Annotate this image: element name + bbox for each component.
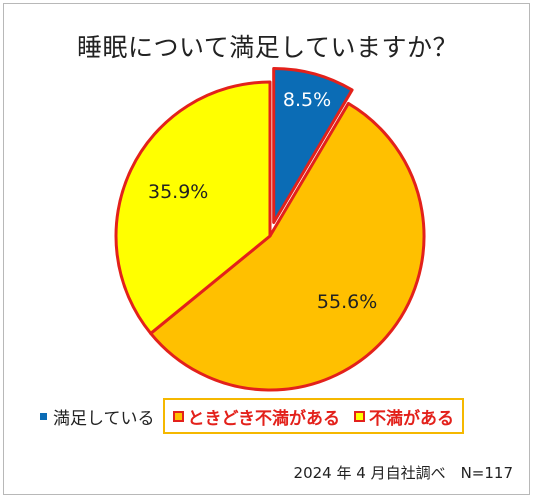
chart-title: 睡眠について満足していますか？: [76, 33, 458, 62]
legend-item-unsatisfied: 不満がある: [354, 404, 454, 429]
pie-slice-sometimes-unsatisfied: [149, 101, 426, 392]
pie-slice-satisfied: [272, 66, 354, 224]
legend-swatch-satisfied: [40, 412, 47, 420]
source-note: 2024 年 4 月自社調べ N=117: [293, 464, 513, 482]
legend-item-satisfied: 満足している: [40, 404, 163, 429]
data-label-satisfied: 8.5%: [283, 89, 331, 111]
data-label-unsatisfied: 35.9%: [148, 181, 208, 203]
legend-item-sometimes-unsatisfied: ときどき不満がある: [172, 404, 355, 429]
data-label-sometimes-unsatisfied: 55.6%: [317, 291, 377, 313]
legend-highlight-box: ときどき不満がある 不満がある: [162, 398, 464, 434]
legend-swatch-sometimes-unsatisfied: [172, 410, 184, 422]
legend-label-satisfied: 満足している: [53, 408, 155, 429]
legend-label-unsatisfied: 不満がある: [369, 408, 454, 429]
legend: 満足している ときどき不満がある 不満がある: [40, 398, 464, 434]
pie-slice-unsatisfied: [114, 80, 272, 335]
legend-label-sometimes-unsatisfied: ときどき不満がある: [187, 408, 341, 429]
legend-swatch-unsatisfied: [354, 410, 365, 422]
